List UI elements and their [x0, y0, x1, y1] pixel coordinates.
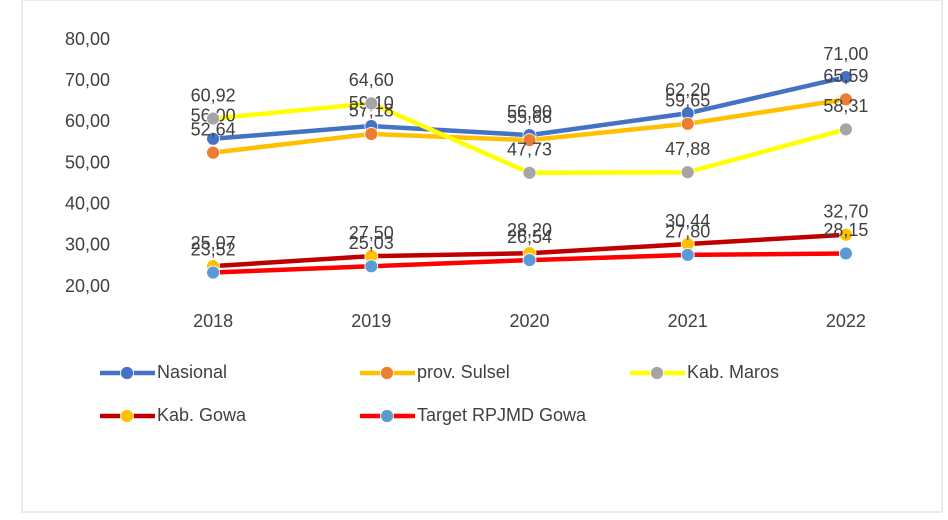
- data-label: 57,18: [349, 101, 394, 121]
- x-tick-label: 2019: [351, 311, 391, 331]
- x-tick-label: 2020: [509, 311, 549, 331]
- marker: [206, 111, 221, 126]
- x-tick-label: 2022: [826, 311, 866, 331]
- legend-marker: [120, 409, 134, 423]
- data-label: 62,20: [665, 80, 710, 100]
- marker: [522, 165, 537, 180]
- marker: [680, 247, 695, 262]
- data-label: 58,31: [823, 96, 868, 116]
- marker: [680, 116, 695, 131]
- legend-marker: [120, 366, 134, 380]
- y-tick-label: 20,00: [65, 276, 110, 296]
- legend-label: prov. Sulsel: [417, 362, 510, 382]
- marker: [364, 127, 379, 141]
- data-label: 25,07: [191, 233, 236, 253]
- data-label: 27,80: [665, 222, 710, 242]
- data-label: 26,54: [507, 227, 552, 247]
- marker: [522, 133, 537, 148]
- y-tick-label: 70,00: [65, 70, 110, 90]
- x-tick-label: 2018: [193, 311, 233, 331]
- data-label: 59,65: [665, 91, 710, 111]
- marker: [364, 96, 379, 111]
- data-label: 55,68: [507, 107, 552, 127]
- marker: [522, 253, 537, 267]
- y-tick-label: 30,00: [65, 235, 110, 255]
- data-label: 23,52: [191, 239, 236, 259]
- data-label: 47,73: [507, 140, 552, 160]
- data-label: 65,59: [823, 66, 868, 86]
- data-label: 56,90: [507, 102, 552, 122]
- legend-label: Kab. Gowa: [157, 405, 247, 425]
- y-tick-label: 40,00: [65, 193, 110, 213]
- legend-marker: [650, 366, 664, 380]
- y-tick-label: 50,00: [65, 152, 110, 172]
- legend-marker: [380, 409, 394, 423]
- marker: [839, 92, 853, 107]
- legend-label: Target RPJMD Gowa: [417, 405, 587, 425]
- data-label: 27,50: [349, 223, 394, 243]
- marker: [206, 145, 221, 160]
- data-label: 25,03: [349, 233, 394, 253]
- data-label: 64,60: [349, 70, 394, 90]
- marker: [206, 265, 221, 280]
- legend-label: Kab. Maros: [687, 362, 779, 382]
- y-tick-label: 60,00: [65, 111, 110, 131]
- data-label: 28,15: [823, 220, 868, 240]
- y-tick-label: 80,00: [65, 29, 110, 49]
- marker: [839, 227, 853, 242]
- legend-label: Nasional: [157, 362, 227, 382]
- data-label: 28,20: [507, 220, 552, 240]
- data-label: 30,44: [665, 211, 710, 231]
- data-label: 47,88: [665, 139, 710, 159]
- data-label: 32,70: [823, 201, 868, 221]
- x-tick-label: 2021: [668, 311, 708, 331]
- marker: [364, 259, 379, 274]
- marker: [680, 165, 695, 180]
- marker: [839, 246, 853, 261]
- legend-marker: [380, 366, 394, 380]
- data-label: 52,64: [191, 119, 236, 139]
- marker: [839, 122, 853, 137]
- marker: [839, 70, 853, 84]
- data-label: 71,00: [823, 44, 868, 64]
- marker: [206, 131, 221, 146]
- data-label: 60,92: [191, 85, 236, 105]
